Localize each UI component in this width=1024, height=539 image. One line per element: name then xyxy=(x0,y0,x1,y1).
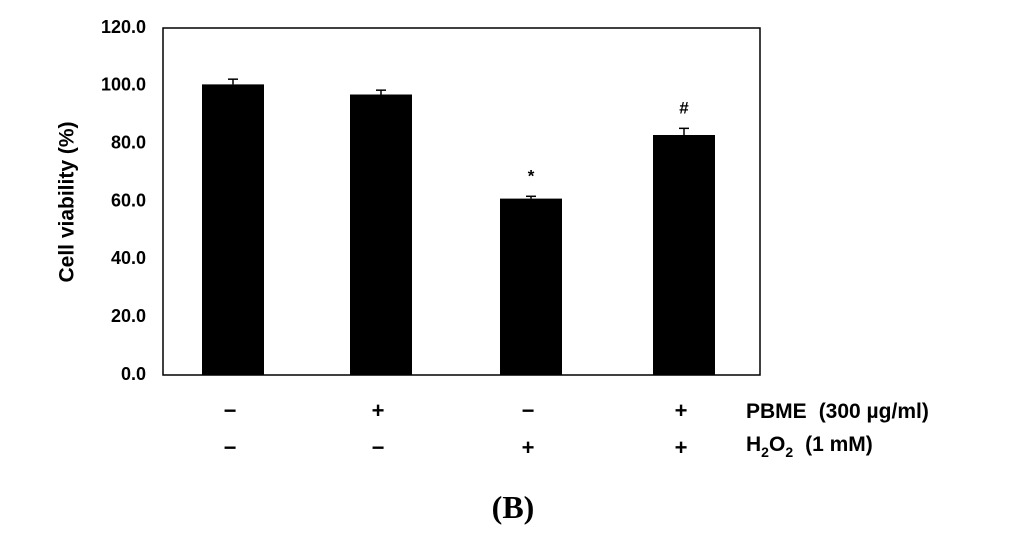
y-tick-group: 0.0 20.0 40.0 60.0 80.0 100.0 120.0 xyxy=(101,17,146,384)
condition-sign: − xyxy=(522,398,535,423)
h2o2-label-o: O xyxy=(769,433,785,456)
h2o2-label-h: H xyxy=(746,433,761,456)
y-tick-label: 120.0 xyxy=(101,17,146,37)
condition-sign: − xyxy=(224,435,237,460)
plot-frame xyxy=(162,27,761,376)
h2o2-row-label: H2O2 (1 mM) xyxy=(746,433,873,460)
condition-sign: + xyxy=(675,398,688,423)
h2o2-label-sub1: 2 xyxy=(761,444,769,460)
significance-mark: * xyxy=(528,166,535,185)
y-axis-label: Cell viability (%) xyxy=(56,121,79,282)
h2o2-label-sub2: 2 xyxy=(785,444,793,460)
bar xyxy=(500,198,562,375)
bar xyxy=(202,84,264,375)
y-tick-label: 80.0 xyxy=(111,132,146,152)
h2o2-detail: (1 mM) xyxy=(805,433,873,456)
condition-sign: + xyxy=(675,435,688,460)
panel-label: (B) xyxy=(492,489,535,525)
bar-group: *# xyxy=(202,78,715,375)
y-tick-label: 40.0 xyxy=(111,248,146,268)
bar xyxy=(350,94,412,375)
y-tick-label: 100.0 xyxy=(101,75,146,95)
condition-sign: + xyxy=(522,435,535,460)
condition-sign: − xyxy=(224,398,237,423)
bar xyxy=(653,134,715,375)
y-tick-label: 60.0 xyxy=(111,190,146,210)
pbme-detail: (300 µg/ml) xyxy=(819,400,929,423)
pbme-label: PBME xyxy=(746,400,807,423)
y-tick-label: 0.0 xyxy=(121,364,146,384)
condition-sign: − xyxy=(372,435,385,460)
condition-rows: − + − + − − + + xyxy=(224,398,688,460)
condition-sign: + xyxy=(372,398,385,423)
y-tick-label: 20.0 xyxy=(111,306,146,326)
pbme-row-label: PBME (300 µg/ml) xyxy=(746,400,929,423)
significance-mark: # xyxy=(679,98,689,117)
